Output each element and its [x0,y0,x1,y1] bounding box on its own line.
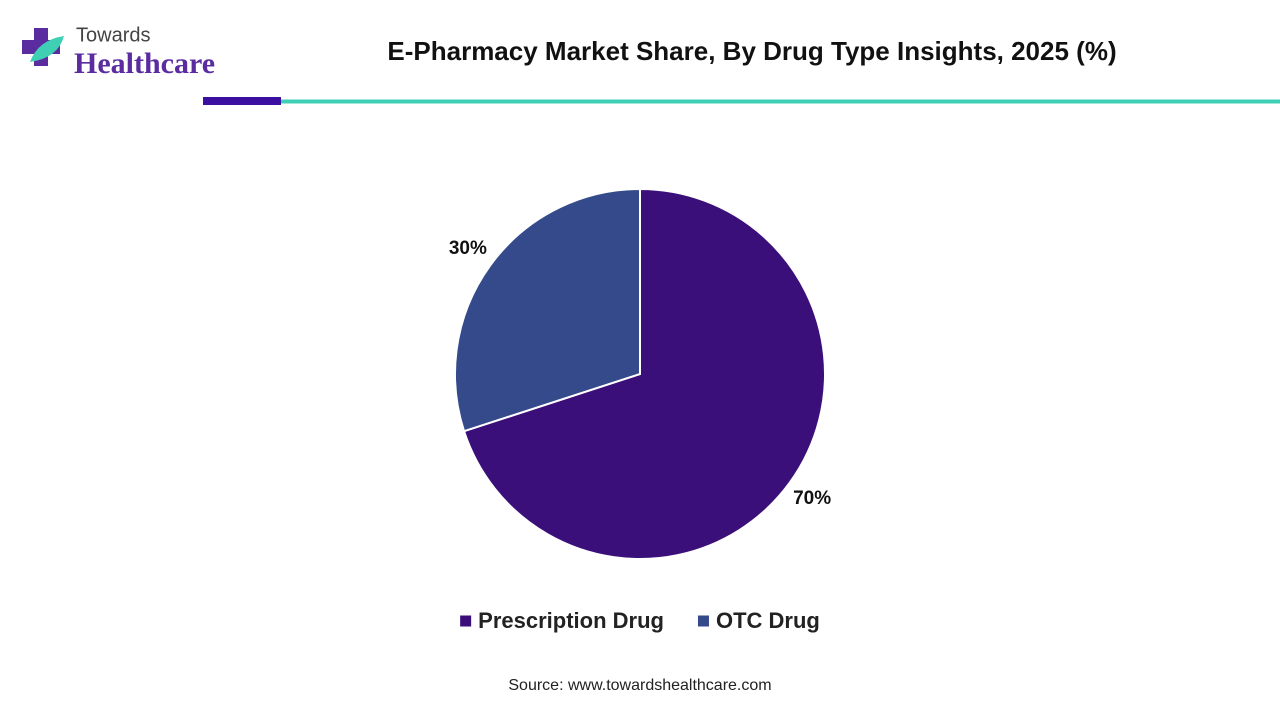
legend-label: Prescription Drug [478,608,664,633]
data-label: 30% [449,238,487,259]
logo-text: Towards [76,24,150,46]
source: Source: www.towardshealthcare.com [508,677,771,694]
pie-slice [462,187,826,560]
chart-title: E-Pharmacy Market Share, By Drug Type In… [387,36,1116,66]
legend-label: OTC Drug [716,608,820,633]
pie: 70% 30% [449,187,831,560]
header-accent [203,97,281,105]
pie-slice [454,187,641,433]
legend: Prescription Drug OTC Drug [460,608,820,633]
legend-swatch [460,615,472,627]
legend-swatch [697,615,709,627]
data-label: 70% [793,488,831,509]
logo: Towards Healthcare [22,24,215,80]
logo-text: Healthcare [74,47,215,80]
header-rule [281,99,1280,104]
logo-leaf [30,36,64,62]
